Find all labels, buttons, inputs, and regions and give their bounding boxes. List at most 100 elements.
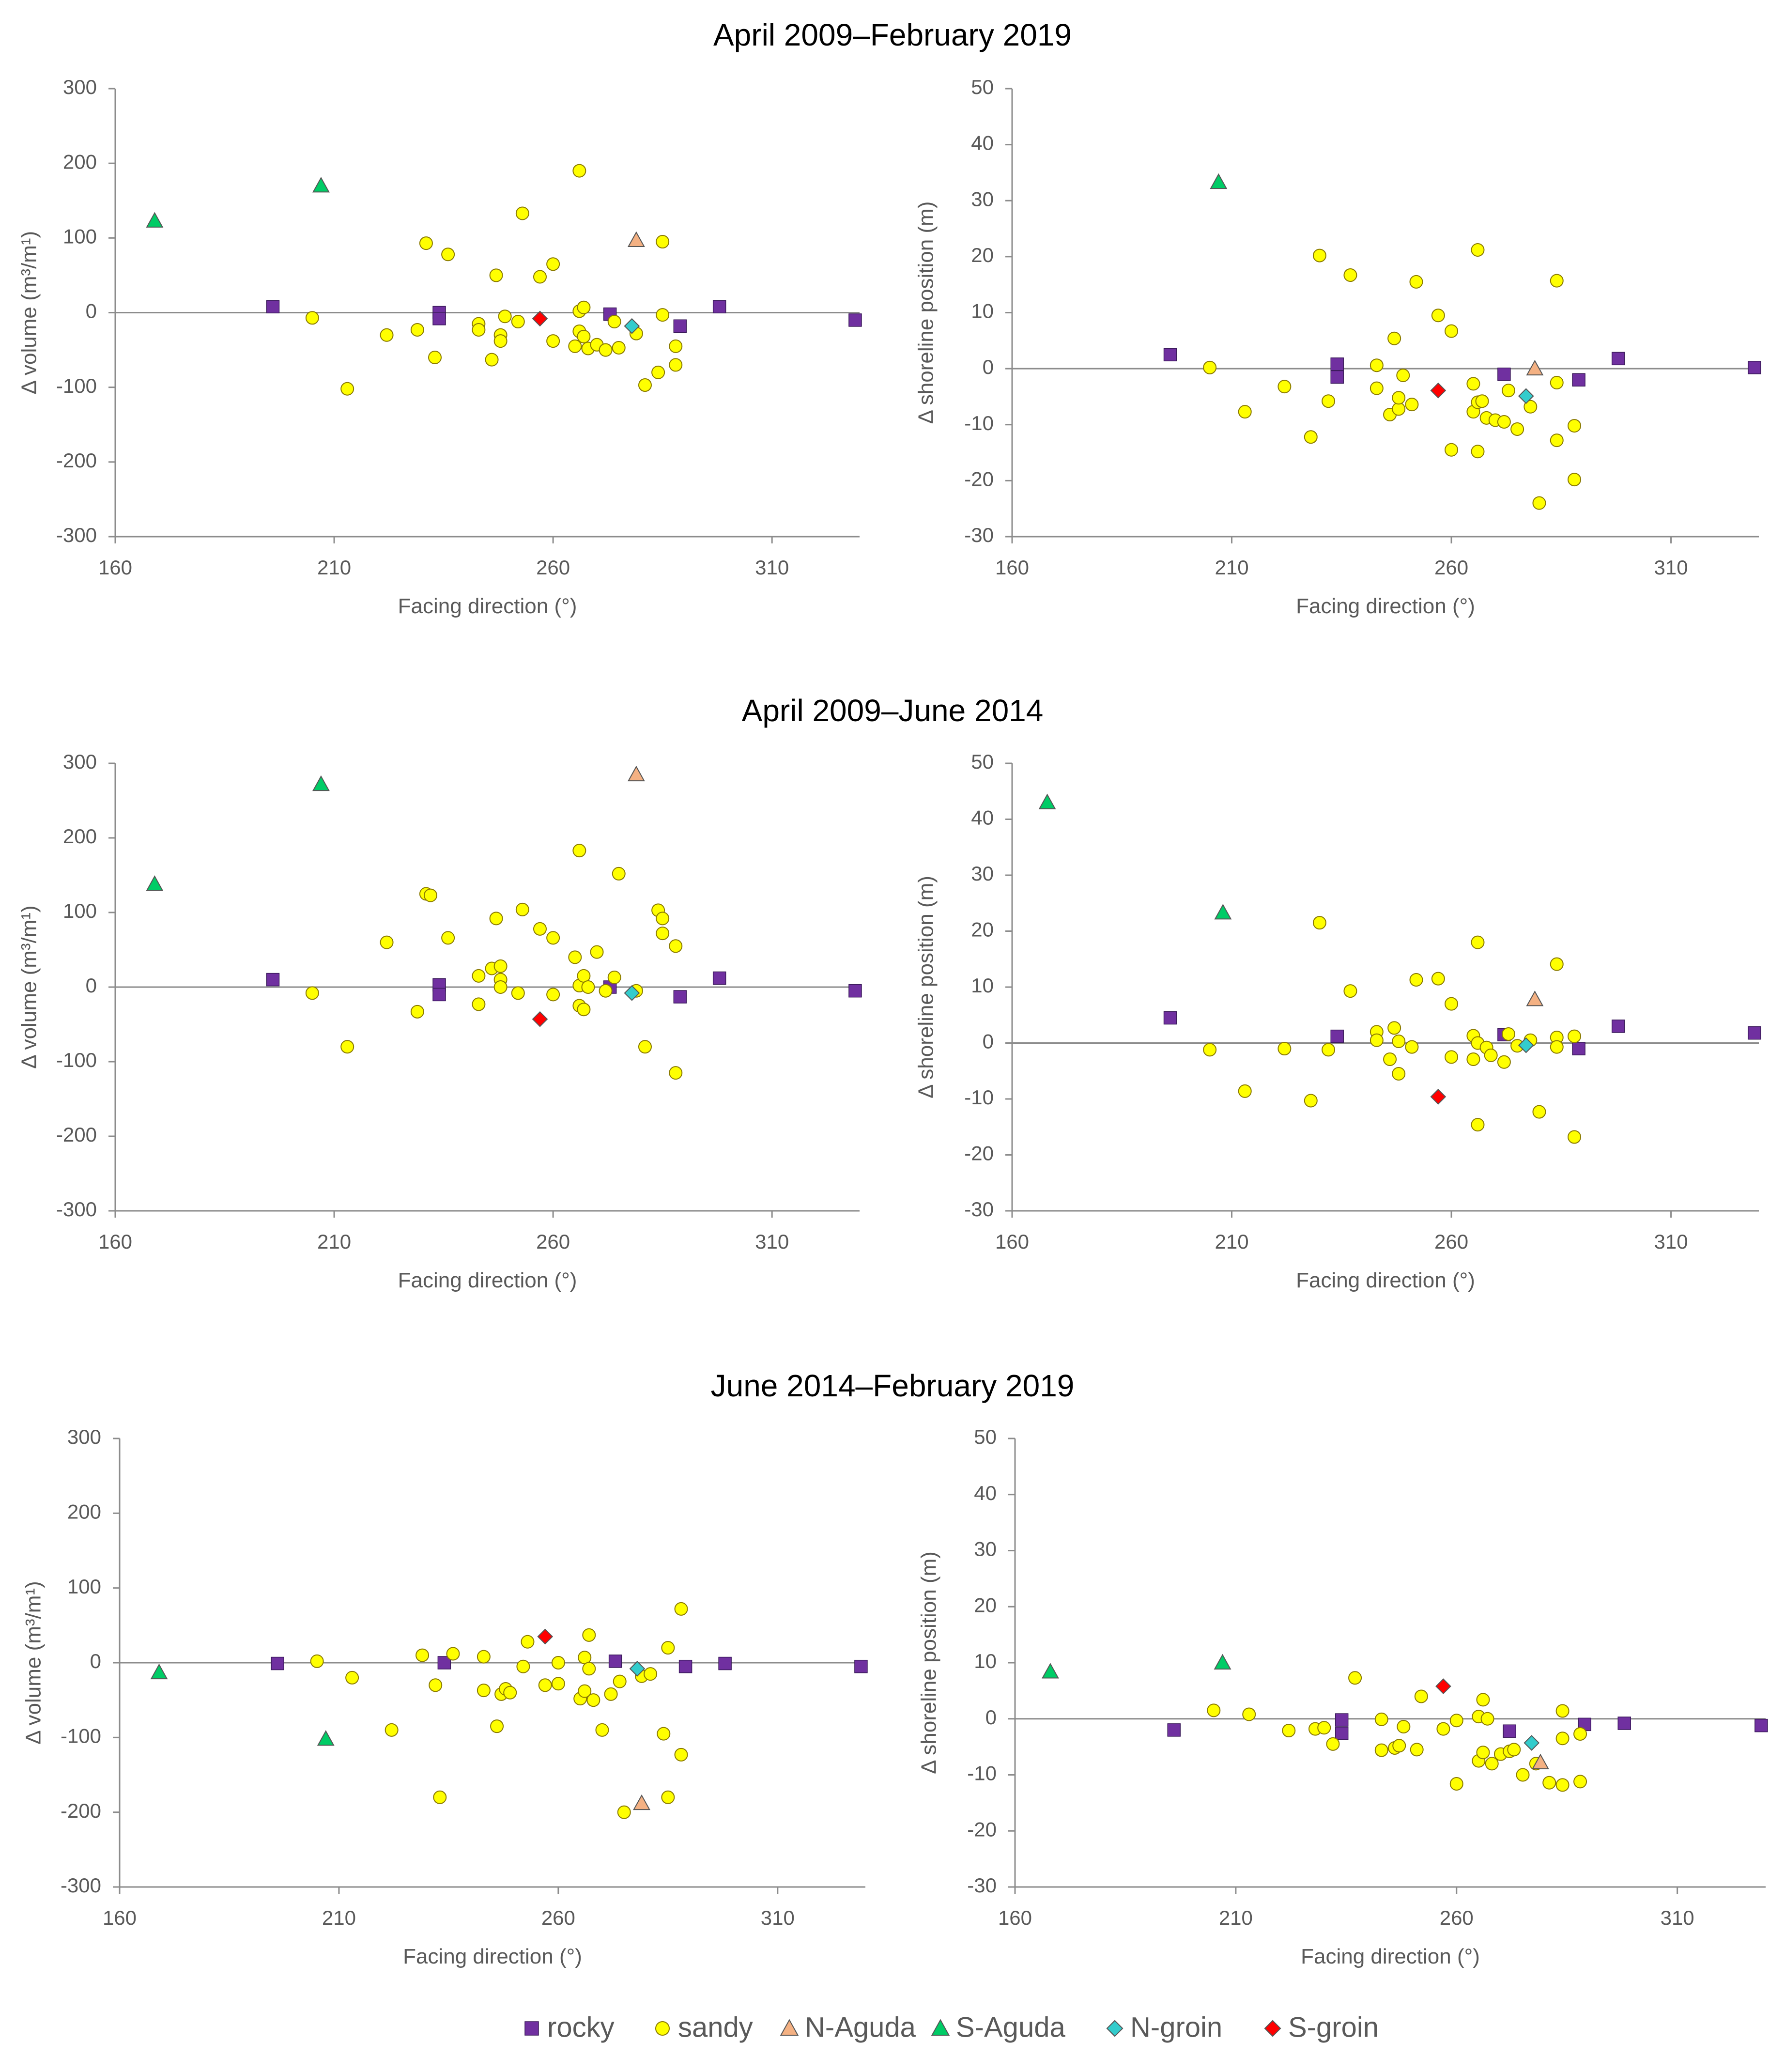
x-tick-label: 160 (995, 556, 1029, 579)
legend-item-n-aguda: N-Aguda (780, 2011, 916, 2043)
point-sandy (410, 323, 424, 337)
series-n-aguda (627, 231, 645, 247)
series-s-groin (1430, 1089, 1446, 1105)
y-tick-label: 10 (971, 300, 994, 323)
point-sandy (1277, 380, 1292, 394)
series-n-groin (624, 985, 640, 1001)
point-sandy (644, 1667, 658, 1681)
y-tick-label: -20 (967, 1818, 997, 1840)
series-rocky (266, 300, 862, 333)
x-tick-label: 210 (1215, 1230, 1248, 1253)
point-n-aguda (627, 765, 645, 782)
point-sandy (617, 1805, 631, 1819)
point-s-groin (537, 1628, 554, 1645)
series-s-aguda (1041, 1654, 1231, 1679)
point-sandy (1396, 369, 1410, 382)
point-s-groin (1430, 382, 1446, 399)
point-rocky (608, 1655, 622, 1668)
legend-item-n-groin: N-groin (1106, 2011, 1222, 2043)
point-sandy (1471, 935, 1485, 949)
point-rocky (1611, 352, 1625, 366)
x-axis-label: Facing direction (°) (1296, 594, 1475, 618)
point-sandy (538, 1678, 552, 1692)
y-tick-label: -200 (56, 1123, 97, 1146)
point-sandy (472, 969, 486, 983)
point-sandy (305, 311, 319, 325)
legend-marker-s-groin (1264, 2020, 1281, 2037)
y-tick-label: 100 (63, 899, 97, 922)
point-sandy (1282, 1724, 1296, 1738)
y-tick-label: 30 (971, 862, 994, 885)
point-s-aguda (317, 1730, 335, 1746)
point-sandy (669, 1066, 683, 1080)
y-tick-label: -100 (56, 1049, 97, 1071)
point-s-aguda (1210, 173, 1228, 189)
point-sandy (441, 931, 455, 945)
point-rocky (1163, 348, 1177, 361)
legend-item-s-aguda: S-Aguda (931, 2011, 1065, 2043)
point-sandy (433, 1790, 447, 1804)
point-sandy (305, 986, 319, 1000)
y-axis-label: Δ volume (m³/m¹) (17, 905, 41, 1068)
x-tick-label: 210 (322, 1906, 356, 1929)
point-sandy (1497, 415, 1511, 429)
point-sandy (423, 888, 437, 902)
point-rocky (1617, 1716, 1631, 1730)
point-sandy (493, 334, 508, 348)
chart-panel-2: -30 -20 -10 0 10 20 30 40 50 160 210 260 310 Facing d… (914, 76, 1761, 618)
point-rocky (1335, 1713, 1349, 1727)
y-tick-label: 100 (67, 1575, 101, 1598)
point-sandy (345, 1670, 359, 1685)
point-sandy (1431, 309, 1445, 323)
series-sandy (1203, 243, 1582, 510)
point-sandy (410, 1005, 424, 1019)
y-axis-label: Δ shoreline position (m) (914, 876, 938, 1098)
point-sandy (1471, 445, 1485, 459)
point-sandy (607, 315, 621, 328)
series-n-aguda (1526, 359, 1544, 376)
point-sandy (582, 1628, 596, 1642)
point-n-groin (624, 985, 640, 1001)
point-sandy (1550, 274, 1564, 288)
point-sandy (607, 970, 621, 984)
series-n-aguda (633, 1794, 650, 1810)
x-axis-label: Facing direction (°) (1301, 1945, 1480, 1968)
panel-title: June 2014–February 2019 (711, 1368, 1075, 1403)
chart-panel-1: -300 -200 -100 0 100 200 300 160 210 260 310 Facing… (17, 76, 862, 618)
point-sandy (310, 1654, 324, 1668)
point-sandy (1207, 1703, 1221, 1717)
y-tick-label: -30 (964, 1198, 994, 1221)
point-sandy (674, 1602, 688, 1616)
point-sandy (581, 980, 595, 994)
point-rocky (848, 984, 862, 998)
point-s-groin (532, 310, 548, 327)
point-sandy (489, 912, 503, 926)
x-tick-label: 260 (1434, 1230, 1468, 1253)
point-sandy (1550, 433, 1564, 448)
point-s-groin (532, 1011, 548, 1027)
point-sandy (1475, 394, 1489, 408)
point-sandy (674, 1747, 688, 1762)
point-sandy (551, 1677, 565, 1691)
x-tick-label: 260 (1434, 556, 1468, 579)
point-sandy (1501, 1027, 1515, 1041)
y-tick-label: 30 (971, 187, 994, 210)
point-sandy (1550, 1040, 1564, 1054)
point-sandy (1410, 1743, 1424, 1757)
y-tick-label: 300 (67, 1425, 101, 1448)
x-tick-label: 160 (103, 1906, 137, 1929)
point-sandy (656, 927, 670, 941)
point-sandy (385, 1723, 399, 1737)
x-tick-label: 260 (1440, 1906, 1474, 1929)
point-rocky (1572, 1042, 1585, 1055)
point-sandy (1555, 1704, 1570, 1718)
series-s-aguda (146, 177, 330, 228)
point-sandy (1555, 1732, 1570, 1746)
point-sandy (1476, 1746, 1490, 1760)
series-sandy (1203, 916, 1582, 1144)
point-sandy (1568, 473, 1582, 487)
point-rocky (432, 312, 446, 325)
point-sandy (340, 1040, 354, 1054)
point-rocky (1335, 1727, 1349, 1740)
chart-panel-5: -300 -200 -100 0 100 200 300 160 210 260 310 Facing… (22, 1425, 868, 1968)
